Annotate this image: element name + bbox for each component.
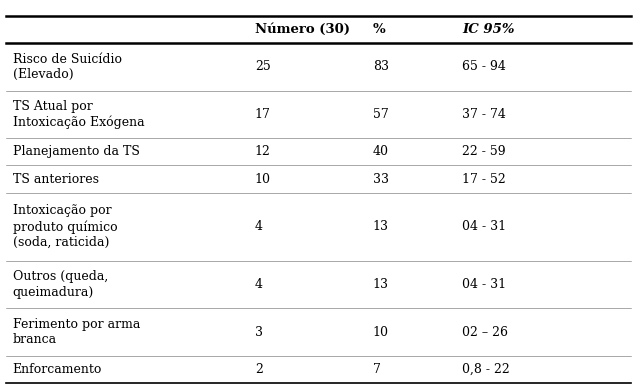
Text: 33: 33 bbox=[373, 173, 389, 186]
Text: 02 – 26: 02 – 26 bbox=[462, 326, 508, 339]
Text: 13: 13 bbox=[373, 220, 389, 233]
Text: 04 - 31: 04 - 31 bbox=[462, 278, 506, 291]
Text: TS Atual por
Intoxicação Exógena: TS Atual por Intoxicação Exógena bbox=[13, 100, 145, 129]
Text: Risco de Suicídio
(Elevado): Risco de Suicídio (Elevado) bbox=[13, 52, 122, 81]
Text: 0,8 - 22: 0,8 - 22 bbox=[462, 363, 510, 376]
Text: 65 - 94: 65 - 94 bbox=[462, 60, 506, 73]
Text: 4: 4 bbox=[255, 220, 263, 233]
Text: Número (30): Número (30) bbox=[255, 23, 350, 36]
Text: 37 - 74: 37 - 74 bbox=[462, 108, 506, 121]
Text: 04 - 31: 04 - 31 bbox=[462, 220, 506, 233]
Text: Intoxicação por
produto químico
(soda, raticida): Intoxicação por produto químico (soda, r… bbox=[13, 204, 117, 249]
Text: 3: 3 bbox=[255, 326, 263, 339]
Text: 13: 13 bbox=[373, 278, 389, 291]
Text: 83: 83 bbox=[373, 60, 389, 73]
Text: Enforcamento: Enforcamento bbox=[13, 363, 102, 376]
Text: Ferimento por arma
branca: Ferimento por arma branca bbox=[13, 318, 140, 346]
Text: 25: 25 bbox=[255, 60, 271, 73]
Text: IC 95%: IC 95% bbox=[462, 23, 514, 36]
Text: Outros (queda,
queimadura): Outros (queda, queimadura) bbox=[13, 270, 108, 299]
Text: 17 - 52: 17 - 52 bbox=[462, 173, 506, 186]
Text: 2: 2 bbox=[255, 363, 262, 376]
Text: 4: 4 bbox=[255, 278, 263, 291]
Text: 7: 7 bbox=[373, 363, 380, 376]
Text: 40: 40 bbox=[373, 145, 389, 158]
Text: 10: 10 bbox=[373, 326, 389, 339]
Text: TS anteriores: TS anteriores bbox=[13, 173, 99, 186]
Text: %: % bbox=[373, 23, 385, 36]
Text: 57: 57 bbox=[373, 108, 389, 121]
Text: 10: 10 bbox=[255, 173, 271, 186]
Text: 17: 17 bbox=[255, 108, 271, 121]
Text: Planejamento da TS: Planejamento da TS bbox=[13, 145, 140, 158]
Text: 12: 12 bbox=[255, 145, 271, 158]
Text: 22 - 59: 22 - 59 bbox=[462, 145, 505, 158]
